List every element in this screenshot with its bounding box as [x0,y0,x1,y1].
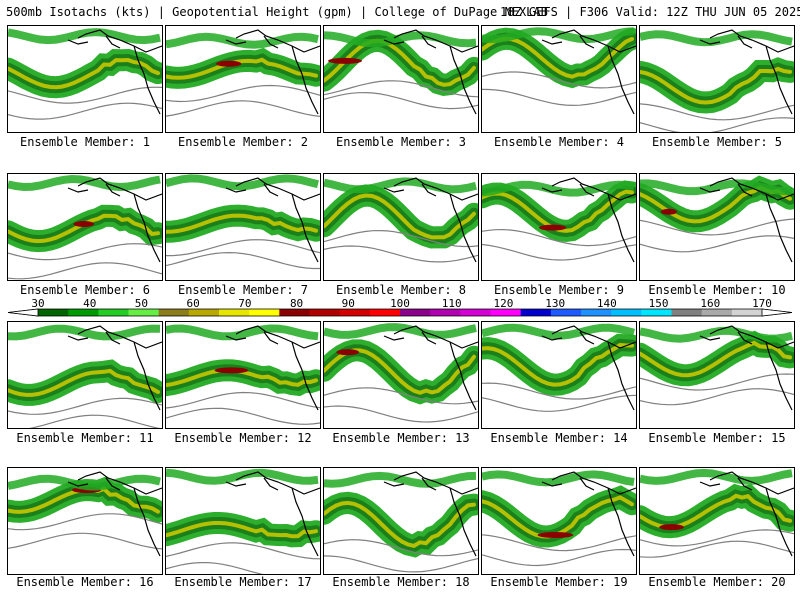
colorbar-segment [38,309,69,316]
ensemble-member-caption: Ensemble Member: 1 [19,135,151,149]
colorbar-tick-label: 40 [83,297,97,310]
colorbar-segment [279,309,310,316]
ensemble-member-caption: Ensemble Member: 6 [19,283,151,297]
colorbar-segment [309,309,341,316]
colorbar-segment [188,309,220,316]
colorbar-segment [400,309,431,316]
colorbar-tick-label: 90 [341,297,355,310]
colorbar-tick-label: 100 [390,297,410,310]
ensemble-map-panel [165,25,321,133]
colorbar-tick-label: 30 [31,297,45,310]
ensemble-map-panel [165,173,321,281]
ensemble-map-panel [323,467,479,575]
ensemble-map-panel [481,173,637,281]
colorbar-segment [128,309,160,316]
ensemble-member-caption: Ensemble Member: 16 [16,575,154,589]
colorbar-segment [671,309,703,316]
colorbar-segment [611,309,642,316]
ensemble-member-caption: Ensemble Member: 3 [335,135,467,149]
ensemble-member-caption: Ensemble Member: 15 [648,431,786,445]
colorbar-segment [550,309,582,316]
colorbar-segment [460,309,491,316]
ensemble-member-caption: Ensemble Member: 8 [335,283,467,297]
ensemble-member-caption: Ensemble Member: 5 [651,135,783,149]
ensemble-member-caption: Ensemble Member: 9 [493,283,625,297]
ensemble-member-caption: Ensemble Member: 2 [177,135,309,149]
ensemble-map-panel [7,25,163,133]
ensemble-map-panel [7,321,163,429]
colorbar-tick-label: 150 [648,297,669,310]
ensemble-map-panel [323,321,479,429]
ensemble-member-caption: Ensemble Member: 10 [648,283,786,297]
ensemble-member-caption: Ensemble Member: 17 [174,575,312,589]
colorbar-segment [520,309,552,316]
colorbar-tick-label: 50 [134,297,149,310]
ensemble-map-panel [481,25,637,133]
ensemble-map-panel [7,467,163,575]
colorbar-tick-label: 120 [493,297,514,310]
ensemble-map-panel [639,321,795,429]
colorbar-segment [490,309,522,316]
ensemble-member-caption: Ensemble Member: 12 [174,431,312,445]
product-header: 500mb Isotachs (kts) | Geopotential Heig… [0,0,800,22]
ensemble-map-panel [323,173,479,281]
header-run-info: 18Z GEFS | F306 Valid: 12Z THU JUN 05 20… [500,5,800,19]
colorbar-segment [98,309,129,316]
colorbar-segment [68,309,99,316]
ensemble-map-panel [639,25,795,133]
ensemble-member-caption: Ensemble Member: 19 [490,575,628,589]
colorbar-tick-label: 140 [596,297,617,310]
ensemble-map-panel [165,321,321,429]
colorbar-segment [369,309,401,316]
wind-speed-colorbar [8,308,792,317]
colorbar-tick-label: 130 [545,297,566,310]
colorbar-segment [158,309,190,316]
ensemble-map-panel [7,173,163,281]
colorbar-tick-label: 160 [700,297,721,310]
colorbar-segment [339,309,371,316]
ensemble-map-panel [481,467,637,575]
ensemble-member-caption: Ensemble Member: 11 [16,431,154,445]
ensemble-map-panel [323,25,479,133]
ensemble-member-caption: Ensemble Member: 14 [490,431,628,445]
colorbar-segment [219,309,250,316]
colorbar-segment [701,309,733,316]
colorbar-tick-label: 170 [752,297,772,310]
colorbar-tick-label: 110 [441,297,462,310]
ensemble-member-caption: Ensemble Member: 18 [332,575,470,589]
ensemble-map-panel [481,321,637,429]
ensemble-member-caption: Ensemble Member: 4 [493,135,625,149]
colorbar-segment [731,309,763,316]
header-title: 500mb Isotachs (kts) | Geopotential Heig… [6,5,548,19]
ensemble-member-caption: Ensemble Member: 13 [332,431,470,445]
ensemble-map-panel [639,467,795,575]
colorbar-segment [581,309,612,316]
colorbar-tick-label: 80 [289,297,304,310]
colorbar-tick-label: 70 [238,297,252,310]
colorbar-tick-label: 60 [186,297,200,310]
colorbar-segment [430,309,461,316]
colorbar-segment [641,309,672,316]
ensemble-member-caption: Ensemble Member: 7 [177,283,309,297]
ensemble-member-caption: Ensemble Member: 20 [648,575,786,589]
ensemble-map-panel [165,467,321,575]
colorbar-segment [249,309,280,316]
ensemble-map-panel [639,173,795,281]
